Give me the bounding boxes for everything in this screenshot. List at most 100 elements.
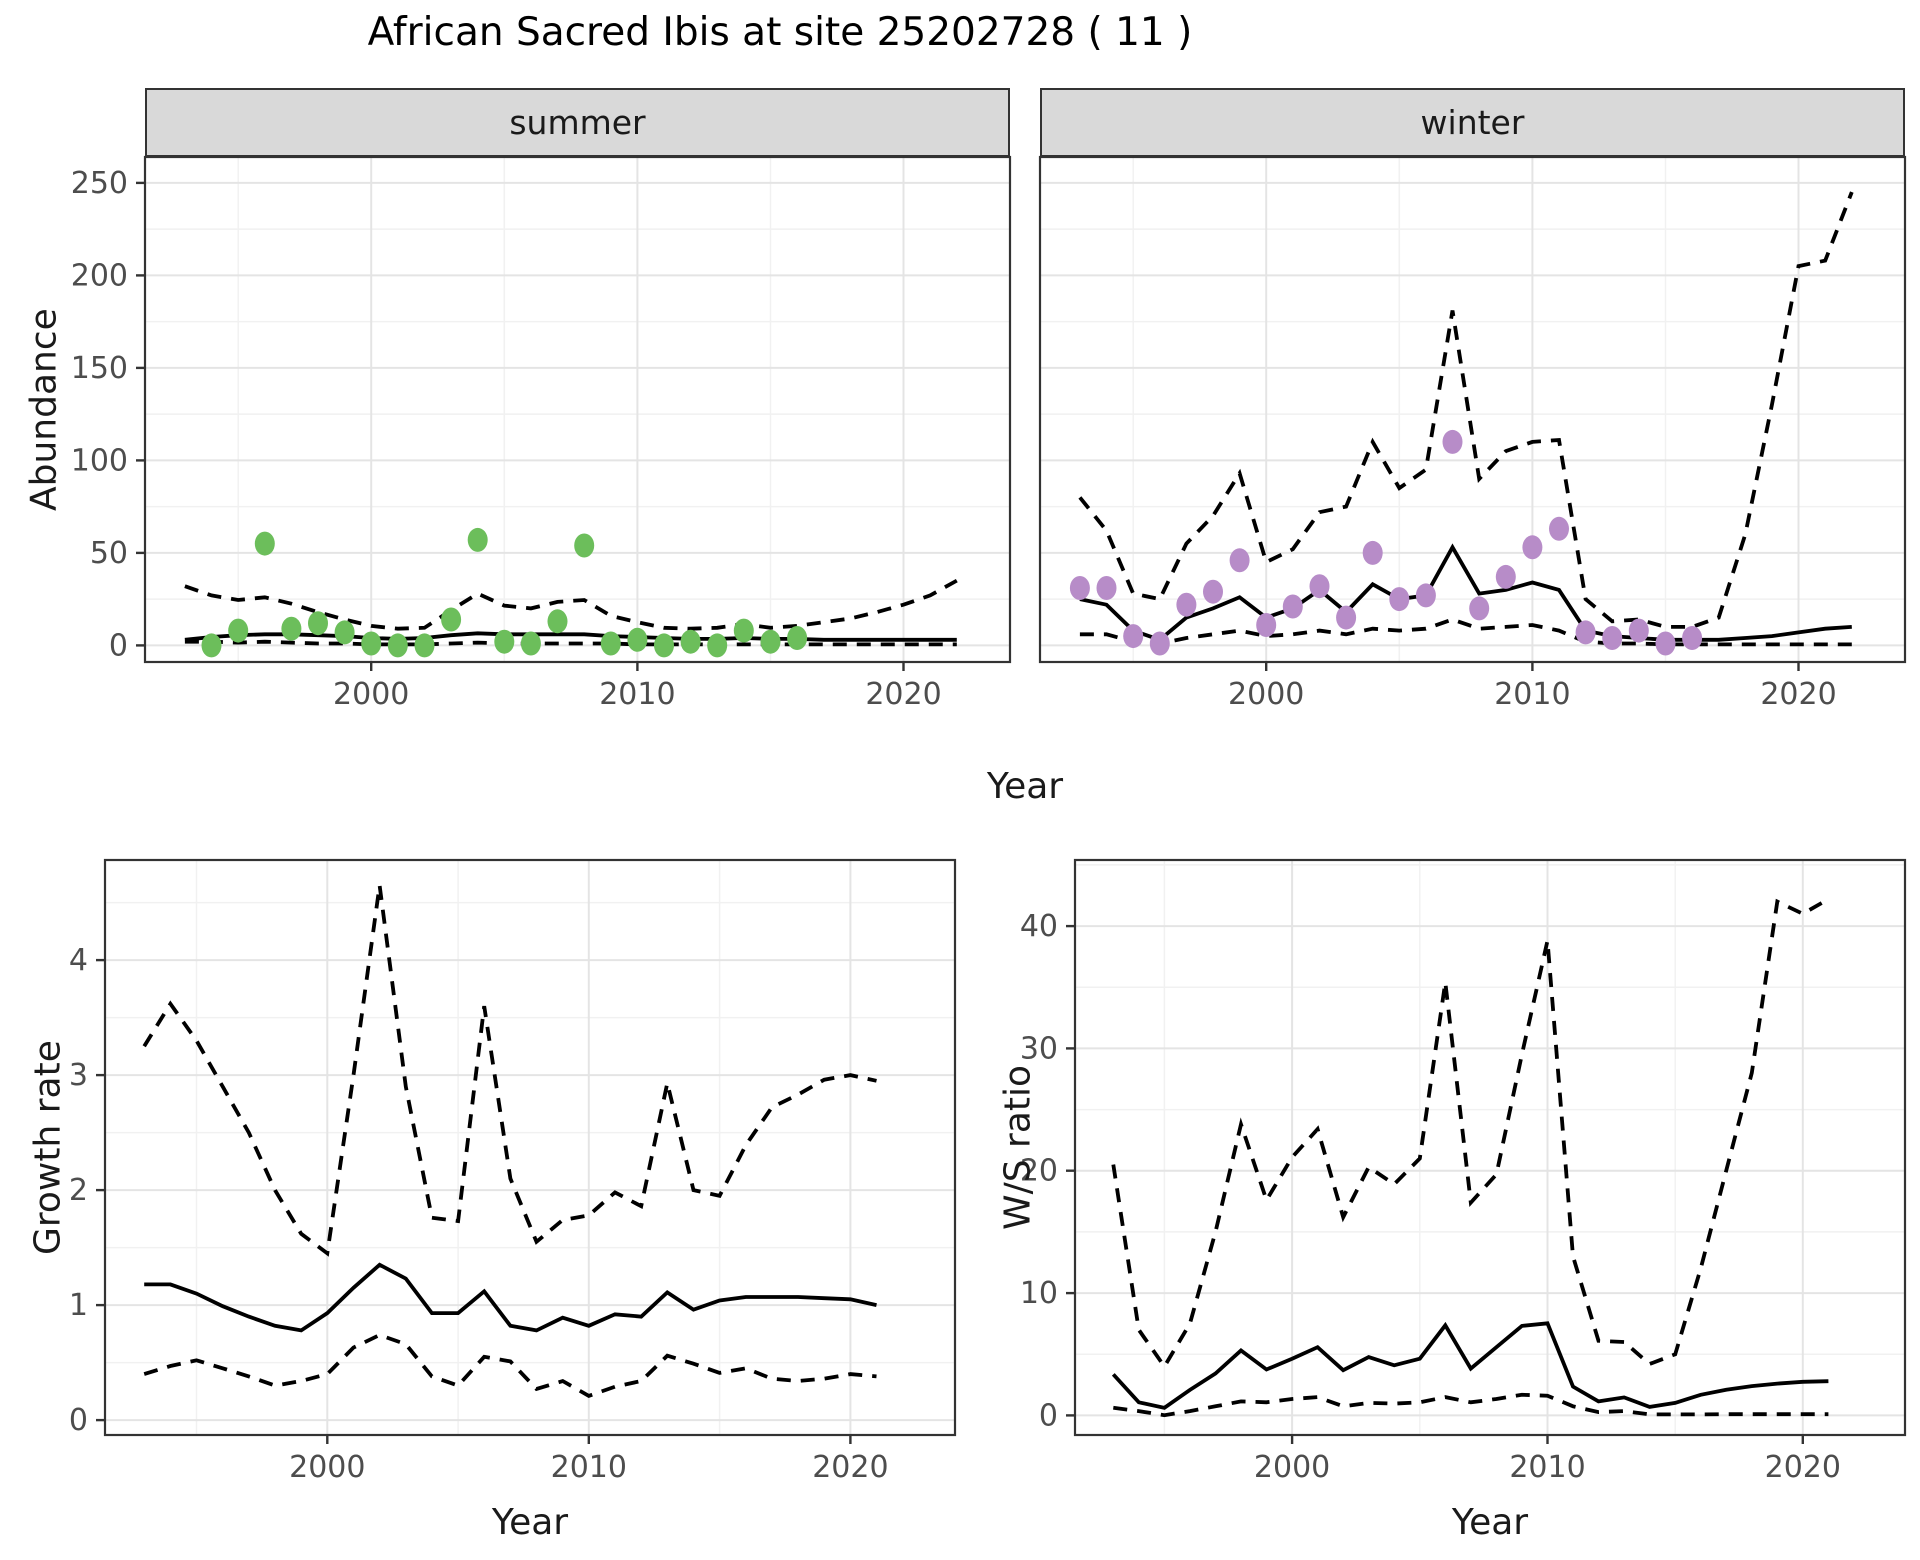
facet-strip-winter: winter <box>1040 88 1905 157</box>
observation-point <box>760 629 781 654</box>
observation-point <box>1149 631 1170 656</box>
observation-point <box>654 633 674 658</box>
abundance-axis-title: Abundance <box>23 308 65 511</box>
observation-point <box>520 631 541 656</box>
ws-year-axis-title: Year <box>1451 1502 1529 1543</box>
facet-strip-summer: summer <box>145 88 1010 157</box>
y-tick-label: 0 <box>109 628 128 663</box>
observation-point <box>627 627 648 652</box>
y-tick-label: 0 <box>1039 1398 1058 1433</box>
observation-point <box>467 527 488 552</box>
y-tick-label: 0 <box>69 1403 88 1438</box>
x-tick-label: 2010 <box>1494 677 1570 712</box>
observation-point <box>733 618 754 643</box>
top-year-axis-title: Year <box>986 766 1064 807</box>
x-tick-label: 2000 <box>1228 677 1304 712</box>
observation-point <box>707 633 728 658</box>
observation-point <box>1549 516 1569 541</box>
observation-point <box>1389 587 1410 612</box>
observation-point <box>1256 613 1277 637</box>
observation-point <box>1336 605 1357 630</box>
observation-point <box>1469 596 1490 621</box>
y-tick-label: 100 <box>71 443 128 478</box>
y-tick-label: 200 <box>71 258 128 293</box>
observation-point <box>494 629 515 654</box>
observation-point <box>1655 631 1676 656</box>
figure-title: African Sacred Ibis at site 25202728 ( 1… <box>367 10 1193 55</box>
fit-line <box>184 631 957 642</box>
x-tick-label: 2000 <box>1254 1450 1330 1485</box>
panel-border <box>1073 858 1907 1437</box>
growth-rate-axis-title: Growth rate <box>27 1040 69 1255</box>
observation-point <box>1362 540 1383 565</box>
y-tick-label: 20 <box>1020 1154 1058 1189</box>
observation-point <box>201 633 222 658</box>
x-tick-label: 2000 <box>289 1450 365 1485</box>
observation-point <box>334 620 355 645</box>
y-tick-label: 1 <box>69 1288 88 1323</box>
facet-strip-summer-label: summer <box>509 103 646 142</box>
observation-point <box>441 607 462 632</box>
observation-point <box>281 616 302 641</box>
ws-ratio-axis-title: W/S ratio <box>997 1064 1039 1231</box>
fit-line <box>1111 1321 1829 1410</box>
observation-point <box>1282 594 1303 619</box>
y-tick-label: 40 <box>1020 909 1058 944</box>
observation-point <box>1069 576 1090 600</box>
ci-lower-line <box>143 1332 877 1398</box>
ci-lower-line <box>1079 617 1852 647</box>
ci-upper-line <box>142 885 877 1257</box>
panel-border <box>1038 155 1907 664</box>
observation-point <box>1575 620 1596 645</box>
y-tick-label: 150 <box>71 351 128 386</box>
growth-year-axis-title: Year <box>491 1502 569 1543</box>
observation-point <box>1176 592 1197 617</box>
observation-point <box>228 618 249 643</box>
y-tick-label: 2 <box>69 1173 88 1208</box>
observation-point <box>1495 564 1516 589</box>
observation-point <box>1442 429 1463 454</box>
observation-point <box>787 626 808 650</box>
y-tick-label: 10 <box>1020 1276 1058 1311</box>
y-tick-label: 30 <box>1020 1031 1058 1066</box>
x-tick-label: 2020 <box>1760 677 1836 712</box>
x-tick-label: 2010 <box>1509 1450 1585 1485</box>
observation-point <box>1628 618 1649 643</box>
x-tick-label: 2010 <box>551 1450 627 1485</box>
panel-border <box>143 155 1012 664</box>
observation-point <box>387 633 408 658</box>
observation-point <box>1522 535 1543 560</box>
fit-line <box>1079 543 1852 642</box>
observation-point <box>1096 576 1117 600</box>
ci-upper-line <box>1111 897 1830 1371</box>
observation-point <box>1123 624 1144 649</box>
observation-point <box>1415 583 1436 608</box>
panel-border <box>103 858 957 1437</box>
observation-point <box>680 629 701 654</box>
x-tick-label: 2010 <box>599 677 675 712</box>
observation-point <box>1309 574 1330 599</box>
observation-point <box>1229 548 1250 573</box>
observation-point <box>254 531 275 556</box>
x-tick-label: 2000 <box>333 677 409 712</box>
observation-point <box>1682 626 1703 650</box>
observation-point <box>547 609 568 634</box>
observation-point <box>361 631 382 656</box>
observation-point <box>1203 579 1223 604</box>
ci-upper-line <box>1078 191 1854 629</box>
y-tick-label: 50 <box>90 536 128 571</box>
observation-point <box>414 633 435 658</box>
fit-line <box>144 1262 877 1333</box>
x-tick-label: 2020 <box>1765 1450 1841 1485</box>
ci-upper-line <box>184 578 958 631</box>
observation-point <box>308 611 328 636</box>
y-tick-label: 4 <box>69 943 88 978</box>
observation-point <box>574 533 595 558</box>
observation-point <box>1602 626 1623 650</box>
y-tick-label: 250 <box>71 166 128 201</box>
x-tick-label: 2020 <box>865 677 941 712</box>
observation-point <box>600 631 621 656</box>
y-tick-label: 3 <box>69 1058 88 1093</box>
